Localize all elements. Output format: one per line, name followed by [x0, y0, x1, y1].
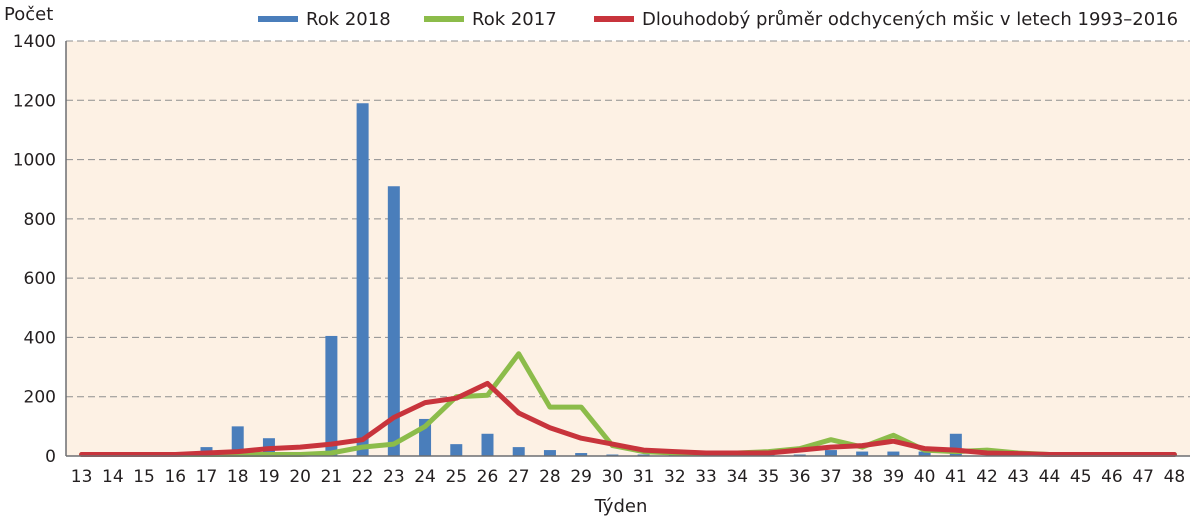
x-tick-label: 41 [945, 467, 967, 487]
x-tick-label: 44 [1039, 467, 1061, 487]
x-tick-label: 35 [758, 467, 780, 487]
x-tick-label: 47 [1132, 467, 1154, 487]
x-tick-label: 29 [570, 467, 592, 487]
line-series [79, 351, 1177, 457]
x-tick-label: 25 [445, 467, 467, 487]
x-tick-label: 46 [1101, 467, 1123, 487]
legend-label: Dlouhodobý průměr odchycených mšic v let… [642, 9, 1178, 30]
x-tick-label: 14 [102, 467, 124, 487]
bar [387, 186, 400, 456]
x-tick-label: 28 [539, 467, 561, 487]
legend-label: Rok 2017 [472, 9, 557, 30]
y-tick-label: 0 [45, 447, 56, 467]
x-tick-label: 27 [508, 467, 530, 487]
bar [512, 447, 525, 456]
y-tick-label: 600 [24, 269, 56, 289]
legend-label: Rok 2018 [306, 9, 391, 30]
y-tick-label: 200 [24, 388, 56, 408]
bar [481, 433, 494, 456]
bar [887, 451, 900, 456]
x-tick-label: 40 [914, 467, 936, 487]
y-tick-label: 400 [24, 328, 56, 348]
x-tick-label: 15 [133, 467, 155, 487]
x-tick-label: 21 [321, 467, 343, 487]
x-tick-label: 20 [289, 467, 311, 487]
y-tick-label: 1000 [13, 151, 56, 171]
bar [918, 451, 931, 456]
x-tick-label: 17 [196, 467, 218, 487]
gridlines [66, 40, 1190, 398]
bar [856, 451, 869, 456]
x-tick-label: 43 [1007, 467, 1029, 487]
x-axis-label: Týden [594, 496, 648, 517]
x-tick-label: 24 [414, 467, 436, 487]
bar [325, 335, 338, 456]
x-tick-label: 36 [789, 467, 811, 487]
bar [824, 450, 837, 456]
bar [543, 450, 556, 456]
plot-background [66, 41, 1190, 456]
y-tick-label: 800 [24, 210, 56, 230]
x-tick-label: 26 [477, 467, 499, 487]
x-tick-label: 23 [383, 467, 405, 487]
y-tick-label: 1400 [13, 32, 56, 52]
x-tick-label: 38 [851, 467, 873, 487]
bar [575, 453, 588, 456]
bar [231, 426, 244, 456]
x-tick-label: 22 [352, 467, 374, 487]
x-tick-label: 48 [1164, 467, 1186, 487]
x-tick-label: 42 [976, 467, 998, 487]
y-axis-label: Počet [4, 4, 53, 25]
x-tick-labels: 13 14 15 16 17 18 19 20 21 22 23 24 25 26 27 28 29 30 31 32… [71, 467, 1185, 487]
bar [450, 444, 463, 456]
bar [356, 103, 369, 456]
y-tick-label: 1200 [13, 91, 56, 111]
x-tick-label: 31 [633, 467, 655, 487]
x-tick-label: 19 [258, 467, 280, 487]
x-tick-label: 34 [726, 467, 748, 487]
x-tick-label: 33 [695, 467, 717, 487]
x-tick-label: 45 [1070, 467, 1092, 487]
x-tick-label: 39 [883, 467, 905, 487]
legend: Rok 2018 Rok 2017 Dlouhodobý průměr odchyc… [258, 9, 1178, 30]
x-tick-label: 30 [602, 467, 624, 487]
y-tick-labels: 0 200 400 600 800 1000 1200 1400 [13, 32, 56, 467]
x-tick-label: 13 [71, 467, 93, 487]
x-tick-label: 37 [820, 467, 842, 487]
x-tick-label: 16 [164, 467, 186, 487]
x-tick-label: 18 [227, 467, 249, 487]
x-tick-label: 32 [664, 467, 686, 487]
series-line-2 [79, 380, 1177, 457]
